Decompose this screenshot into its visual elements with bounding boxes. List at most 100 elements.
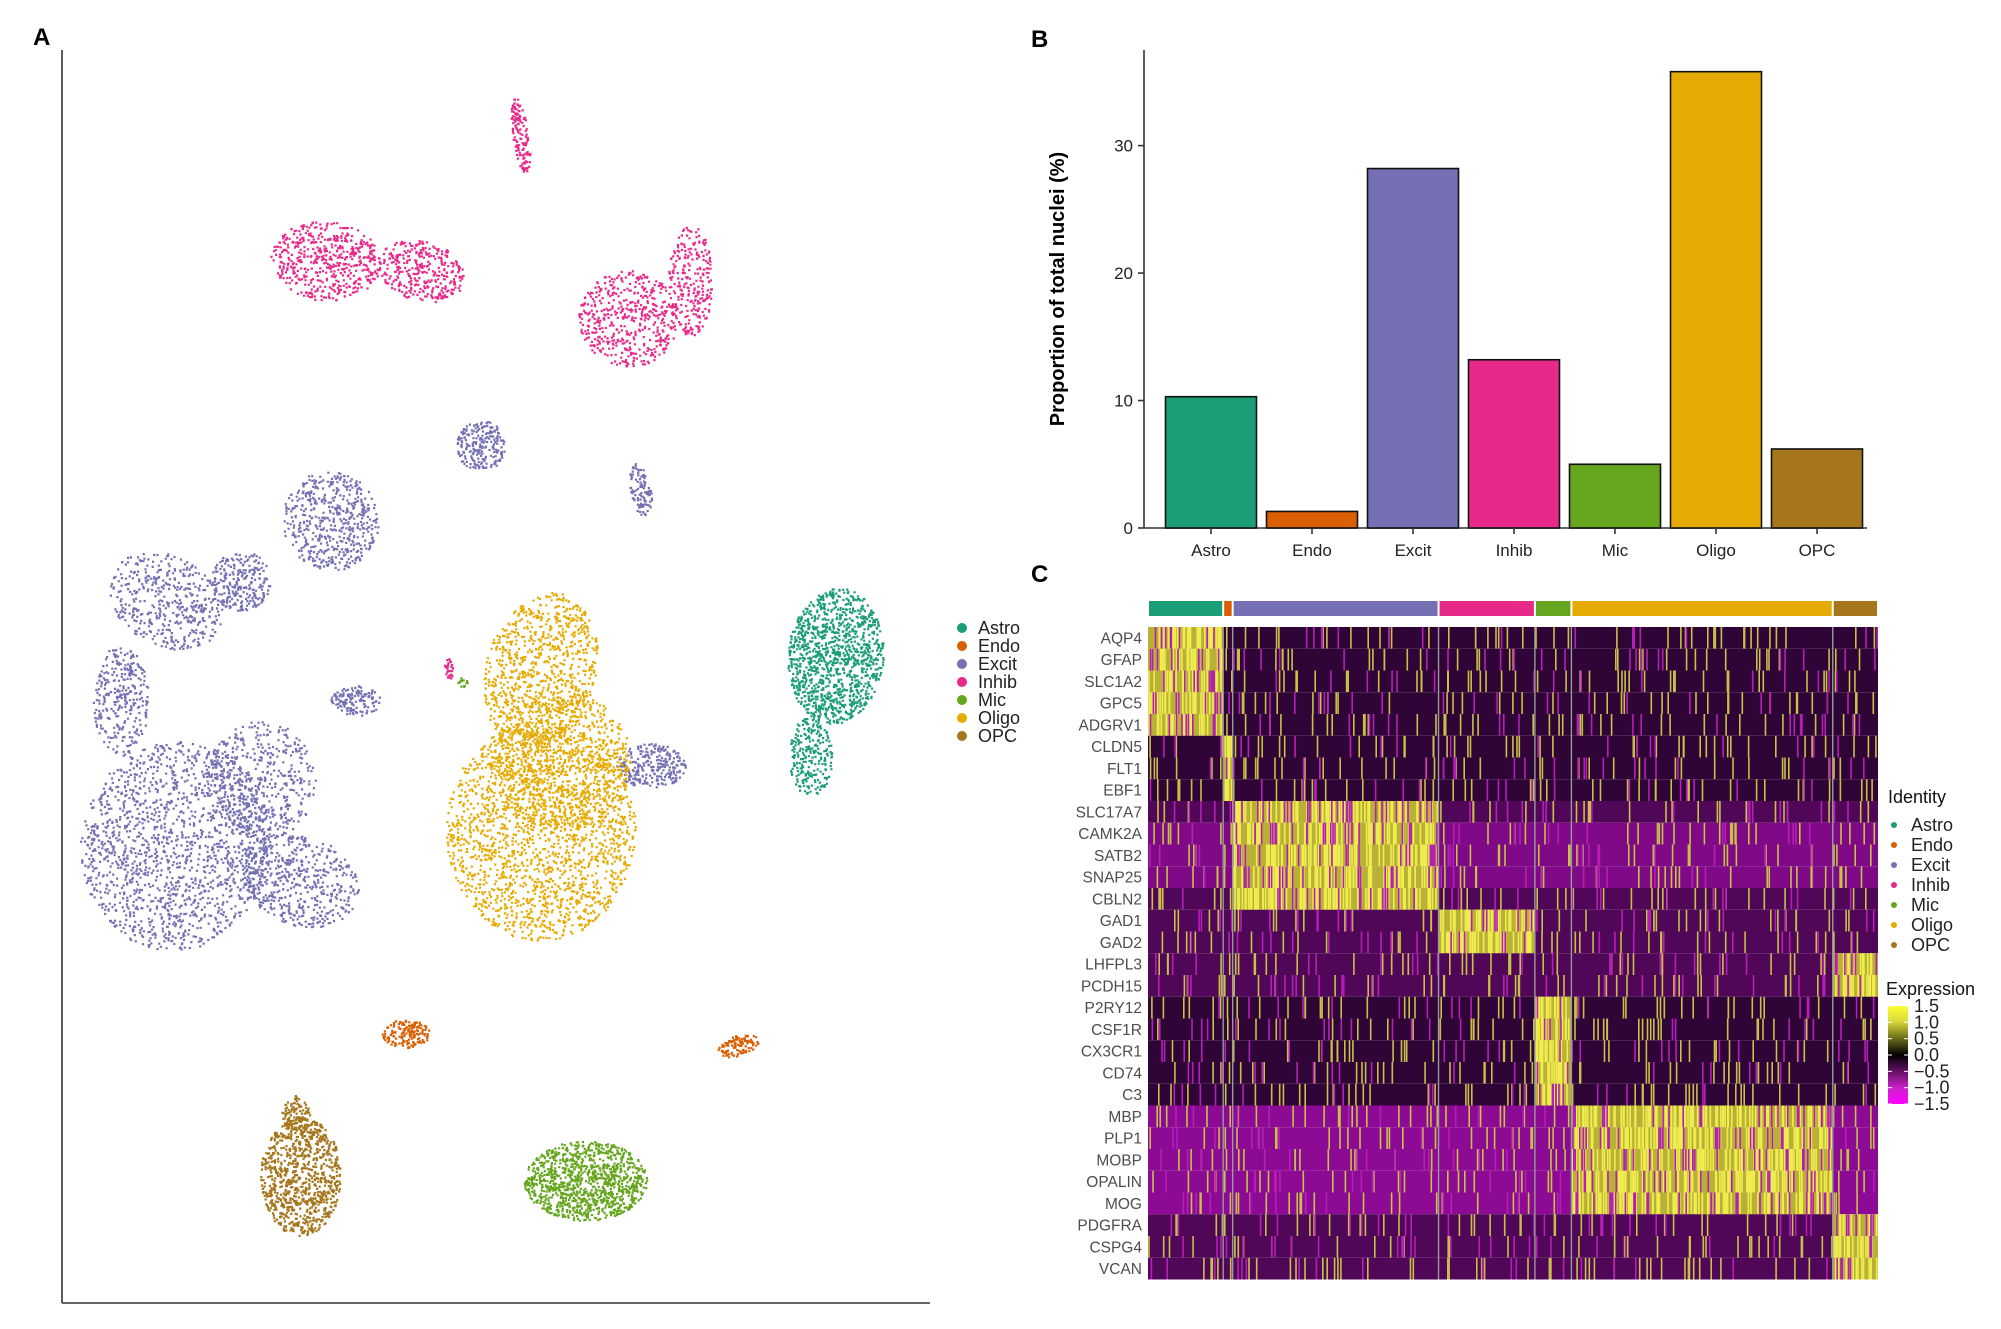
heatmap-block-cldn5-excit [1232,735,1439,758]
bar-endo [1265,510,1359,529]
heatmap-block-vcan-inhib [1438,1257,1535,1280]
heatmap-gene-label-cx3cr1: CX3CR1 [1081,1044,1142,1061]
umap-cluster-excit [616,743,687,789]
heatmap-streaks-low-flt1-opc [1850,757,1865,780]
heatmap-streaks-high-c3-inhib [1465,1083,1528,1106]
bar-x-tick-label-mic: Mic [1602,541,1629,560]
heatmap-streaks-high-gpc5-opc [1855,692,1875,715]
heatmap-streaks-low-cldn5-astro [1163,735,1222,758]
heatmap-gene-label-p2ry12: P2RY12 [1085,1000,1142,1017]
heatmap-gene-label-camk2a: CAMK2A [1078,826,1142,843]
heatmap-streaks-low-pcdh15-astro [1158,975,1192,997]
heatmap-streaks-low-csf1r-excit [1235,1018,1431,1041]
heatmap-block-mbp-excit [1232,1105,1439,1128]
heatmap-block-opalin-excit [1232,1170,1439,1193]
umap-cluster-excit [242,835,360,929]
heatmap-streaks-high-gpc5-mic [1552,692,1554,715]
umap-cluster-opc [281,1095,312,1135]
heatmap-streaks-low-snap25-astro [1203,866,1206,889]
heatmap-block-vcan-opc [1832,1257,1878,1280]
heatmap-streaks-low-slc1a2-mic [1552,670,1555,693]
bar-chart: 0 10 20 30 Astro Endo Excit Inhib Mic Oligo OPC P… [1047,50,1867,560]
umap-legend-marker-inhib [957,677,967,687]
heatmap-streaks-low-gpc5-mic [1546,692,1559,715]
heatmap-streaks-high-gad1-opc [1845,909,1850,932]
heatmap-streaks-high-mobp-mic [1550,1149,1566,1171]
heatmap-streaks-low-c3-inhib [1511,1083,1526,1106]
umap-cluster-endo [717,1034,760,1059]
heatmap-streaks-high-gad2-astro [1161,931,1213,954]
umap-points-excit [210,553,272,612]
heatmap-streaks-high-ebf1-astro [1157,779,1202,802]
heatmap-block-cspg4-inhib [1438,1236,1535,1258]
umap-cluster-excit [109,553,224,651]
heatmap-streaks-low-cspg4-endo [1225,1236,1228,1258]
heatmap-block-csf1r-inhib [1438,1018,1535,1041]
bar-x-ticks: Astro Endo Excit Inhib Mic Oligo OPC [1191,528,1835,560]
heatmap-row-gad2 [1148,931,1878,954]
heatmap-streaks-low-gad2-endo [1228,931,1230,954]
heatmap-block-cd74-endo [1223,1062,1233,1084]
umap-cluster-oligo [490,691,632,832]
heatmap-block-p2ry12-opc [1832,996,1878,1019]
heatmap-streaks-low-cspg4-astro [1182,1236,1222,1258]
heatmap-streaks-high-mbp-astro [1156,1105,1208,1128]
heatmap-gene-label-aqp4: AQP4 [1101,630,1143,647]
heatmap-gene-label-mbp: MBP [1108,1109,1142,1126]
heatmap-streaks-high-p2ry12-endo [1226,996,1229,1019]
heatmap-block-cldn5-inhib [1438,735,1535,758]
heatmap-gene-label-c3: C3 [1122,1087,1142,1104]
heatmap-block-pcdh15-astro [1148,975,1224,997]
heatmap-streaks-low-gfap-astro [1149,648,1220,671]
heatmap-streaks-low-cd74-excit [1254,1062,1373,1084]
heatmap-row-ebf1 [1148,779,1878,802]
heatmap: AQP4 GFAP SLC1A2 GPC5 ADGRV1 CLDN5 FLT1 EBF1 SLC… [1076,601,1878,1280]
heatmap-row-cspg4 [1148,1236,1878,1258]
heatmap-block-mbp-endo [1223,1105,1233,1128]
heatmap-streaks-high-gad1-oligo [1585,909,1831,932]
umap-cluster-oligo [446,720,637,942]
heatmap-streaks-high-flt1-excit [1243,757,1436,780]
heatmap-block-snap25-inhib [1438,866,1535,888]
expression-legend-title: Expression [1886,979,1975,999]
heatmap-row-gad1 [1148,909,1878,932]
heatmap-block-gfap-opc [1832,648,1878,671]
heatmap-streaks-low-flt1-oligo [1577,757,1831,780]
heatmap-streaks-high-flt1-opc [1833,757,1842,780]
heatmap-cluster-bar-endo [1224,601,1232,616]
heatmap-streaks-high-pcdh15-opc [1835,975,1876,997]
heatmap-streaks-high-c3-mic [1538,1083,1568,1106]
umap-cluster-excit [92,647,150,757]
umap-cluster-excit [80,741,273,951]
heatmap-streaks-high-mbp-endo [1229,1105,1231,1128]
heatmap-streaks-high-slc17a7-opc [1859,801,1870,823]
heatmap-streaks-high-slc1a2-excit [1243,670,1423,693]
umap-legend-marker-endo [957,641,967,651]
heatmap-gene-label-mog: MOG [1105,1196,1142,1213]
heatmap-block-aqp4-excit [1232,627,1439,649]
heatmap-streaks-high-adgrv1-opc [1842,714,1856,736]
heatmap-streaks-low-p2ry12-astro [1218,996,1220,1019]
heatmap-streaks-high-mog-opc [1833,1192,1858,1215]
heatmap-streaks-low-pdgfra-astro [1170,1214,1180,1237]
heatmap-block-ebf1-excit [1232,779,1439,801]
heatmap-block-slc17a7-inhib [1438,801,1535,823]
heatmap-streaks-high-cx3cr1-oligo [1603,1040,1829,1063]
heatmap-streaks-high-ebf1-mic [1539,779,1548,802]
heatmap-streaks-low-satb2-excit [1236,844,1439,867]
heatmap-block-gad1-excit [1232,909,1439,932]
heatmap-streaks-low-mobp-oligo [1573,1149,1830,1171]
heatmap-streaks-low-slc1a2-astro [1163,670,1215,693]
umap-point-clouds [80,98,885,1237]
heatmap-streaks-low-cspg4-mic [1535,1236,1552,1258]
heatmap-block-slc1a2-endo [1223,670,1233,693]
heatmap-block-camk2a-endo [1223,822,1233,845]
heatmap-gene-label-opalin: OPALIN [1086,1174,1142,1191]
heatmap-streaks-high-mobp-endo [1225,1149,1228,1171]
heatmap-streaks-low-slc17a7-mic [1542,801,1547,823]
heatmap-streaks-high-aqp4-oligo [1616,627,1787,649]
heatmap-streaks-low-flt1-astro [1209,757,1212,780]
heatmap-gene-label-pcdh15: PCDH15 [1081,978,1142,995]
heatmap-streaks-high-lhfpl3-oligo [1610,953,1826,976]
